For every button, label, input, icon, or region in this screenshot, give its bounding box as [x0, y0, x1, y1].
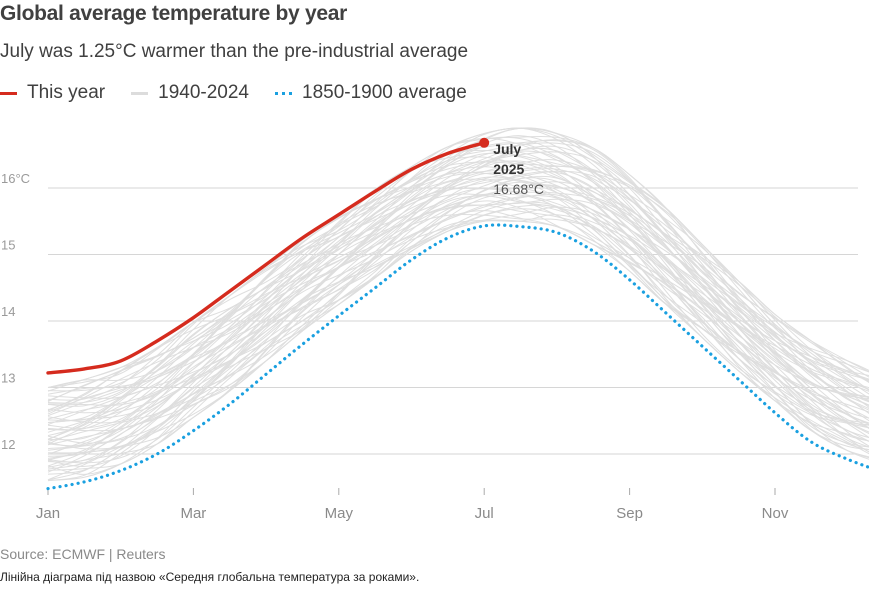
y-tick-label: 14 — [1, 304, 15, 319]
historical-year-line — [47, 127, 869, 401]
x-tick-label: Jul — [475, 505, 494, 522]
chart-title: Global average temperature by year — [0, 2, 347, 25]
legend-label: 1850-1900 average — [302, 82, 467, 103]
historical-year-line — [47, 175, 869, 424]
annotation-month: July — [493, 141, 521, 157]
legend-label: This year — [27, 82, 106, 103]
annotation-year: 2025 — [493, 161, 524, 177]
x-tick-label: Jan — [36, 505, 60, 522]
legend-item-preindustrial: 1850-1900 average — [275, 82, 467, 104]
historical-year-line — [47, 193, 869, 459]
legend-label: 1940-2024 — [158, 82, 250, 103]
y-tick-label: 13 — [1, 371, 15, 386]
temperature-line-chart: 12 13 14 15 16°C Jan Mar May Jul Sep Nov July 202… — [1, 127, 869, 522]
y-tick-label: 12 — [1, 437, 15, 452]
historical-year-line — [47, 181, 869, 450]
historical-year-line — [47, 139, 869, 388]
caption: Лінійна діаграма під назвою «Середня гло… — [0, 570, 420, 584]
legend-item-1940-2024: 1940-2024 — [131, 82, 249, 104]
historical-year-line — [47, 161, 869, 412]
chart-subtitle: July was 1.25°C warmer than the pre-indu… — [0, 41, 469, 62]
historical-year-line — [47, 168, 869, 433]
historical-year-line — [47, 206, 869, 455]
legend-swatch-blue-dotted — [275, 91, 293, 95]
legend-item-this-year: This year — [0, 82, 105, 104]
x-tick-label: May — [325, 505, 354, 522]
historical-year-line — [47, 181, 869, 442]
source-note: Source: ECMWF | Reuters — [0, 546, 166, 562]
legend-swatch-grey — [131, 91, 149, 95]
y-tick-label: 16°C — [1, 171, 30, 186]
annotation-value: 16.68°C — [493, 181, 544, 197]
historical-year-line — [47, 184, 869, 446]
historical-year-line — [47, 137, 869, 423]
july-2025-marker — [479, 137, 490, 148]
this-year-line — [46, 141, 486, 375]
historical-year-line — [47, 156, 869, 437]
preindustrial-average-line — [46, 223, 869, 491]
historical-year-line — [47, 151, 869, 417]
y-tick-label: 15 — [1, 238, 15, 253]
x-tick-label: Mar — [180, 505, 206, 522]
x-tick-label: Nov — [762, 505, 789, 522]
legend: This year 1940-2024 1850-1900 average — [0, 82, 493, 104]
historical-year-line — [47, 195, 869, 451]
x-tick-label: Sep — [616, 505, 643, 522]
legend-swatch-red — [0, 91, 17, 95]
